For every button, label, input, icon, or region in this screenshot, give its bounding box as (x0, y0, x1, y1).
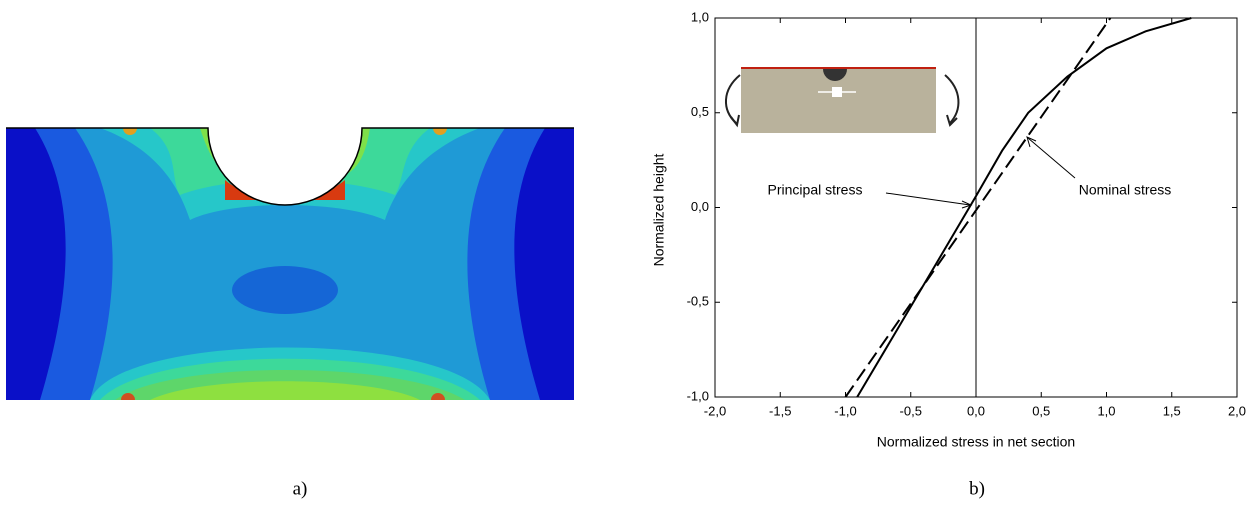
x-tick-label: -1,5 (769, 403, 791, 418)
x-tick-label: 1,5 (1163, 403, 1181, 418)
plate-edge (6, 127, 574, 206)
panel-label: a) (293, 478, 308, 499)
x-tick-label: -0,5 (900, 403, 922, 418)
x-tick-label: 0,5 (1032, 403, 1050, 418)
inset-photo (725, 67, 960, 133)
x-tick-label: -2,0 (704, 403, 726, 418)
y-tick-label: -0,5 (687, 294, 709, 309)
annotation: Principal stress (768, 182, 863, 198)
y-tick-label: -1,0 (687, 388, 709, 403)
x-axis-label: Normalized stress in net section (877, 434, 1075, 450)
x-tick-label: 0,0 (967, 403, 985, 418)
series-line (844, 17, 1112, 398)
contour-plot (6, 128, 574, 400)
x-tick-label: -1,0 (834, 403, 856, 418)
x-tick-label: 2,0 (1228, 403, 1246, 418)
y-tick-label: 0,0 (691, 199, 709, 214)
y-axis-label: Normalized height (651, 153, 667, 266)
y-tick-label: 0,5 (691, 104, 709, 119)
annotation: Nominal stress (1079, 182, 1172, 198)
x-tick-label: 1,0 (1097, 403, 1115, 418)
panel-label: b) (969, 478, 985, 499)
y-tick-label: 1,0 (691, 9, 709, 24)
annotation-arrows (885, 136, 1076, 209)
